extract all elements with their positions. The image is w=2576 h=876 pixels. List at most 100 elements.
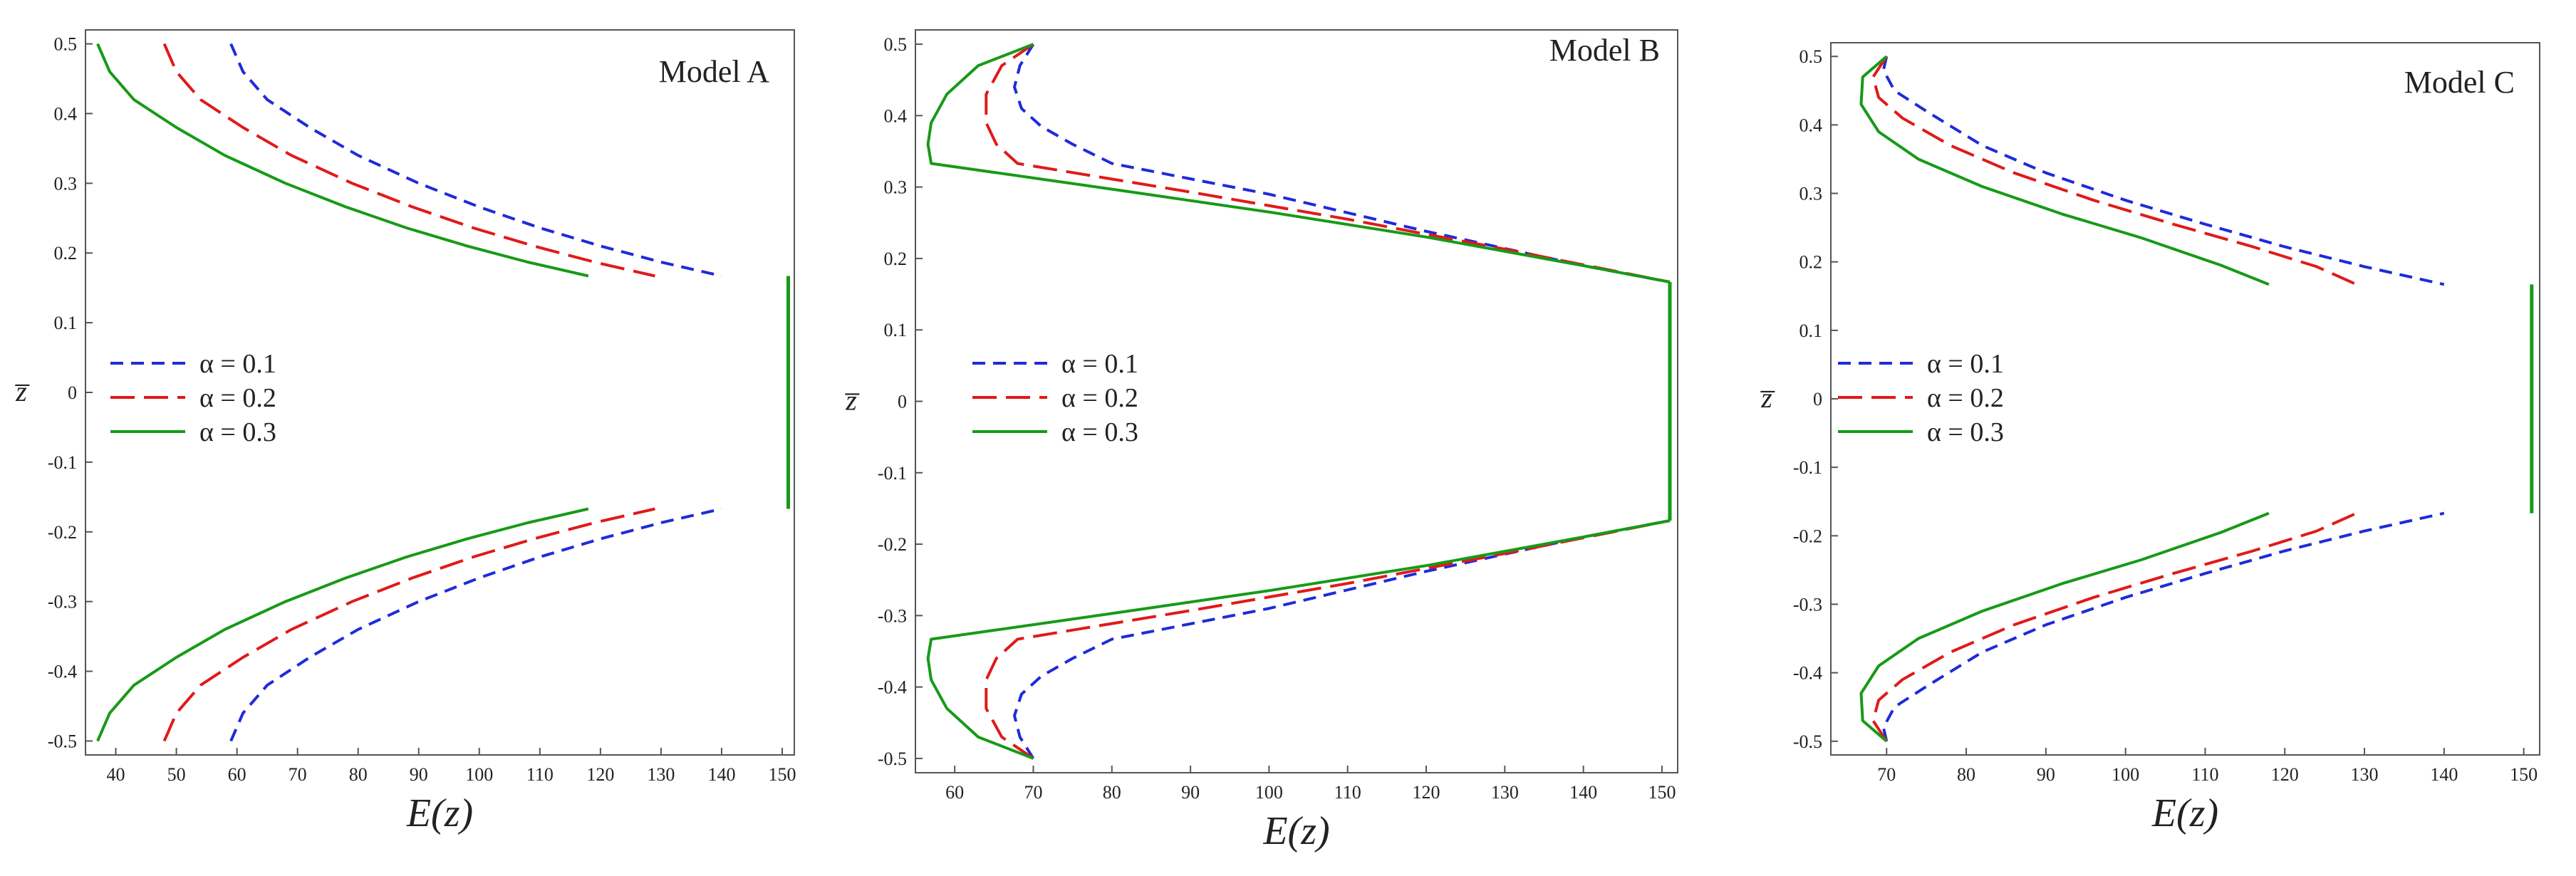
series-line-lower	[162, 507, 655, 742]
x-tick-label: 60	[228, 764, 246, 785]
x-tick-label: 70	[1877, 764, 1896, 785]
chart-title: Model C	[2404, 65, 2515, 100]
chart-panel-3: 70 80 90 100 110 120 130 140 150 -0.5 -0.4 -0.3 -0.2…	[1760, 42, 2540, 835]
y-tick-label: 0.4	[884, 105, 908, 126]
y-tick-label: -0.2	[1793, 526, 1822, 546]
y-tick-label: 0.4	[1799, 115, 1823, 135]
x-tick-label: 70	[289, 764, 307, 785]
x-tick-label: 110	[2191, 764, 2218, 785]
x-tick-label: 150	[768, 764, 796, 785]
y-tick-label: 0.3	[54, 173, 78, 194]
legend-label: α = 0.3	[1927, 417, 2004, 447]
x-tick-label: 100	[1255, 782, 1283, 803]
series-line-lower	[1881, 511, 2445, 742]
x-tick-label: 110	[1334, 782, 1361, 803]
x-tick-label: 60	[945, 782, 964, 803]
plot-frame	[85, 29, 795, 756]
legend-label: α = 0.2	[1927, 383, 2004, 413]
y-axis-label: z̅	[1760, 382, 1775, 414]
legend-label: α = 0.3	[199, 417, 276, 447]
chart-panel-1: 40 50 60 70 80 90 100 110 120 130 140 150 -0.5 -0.4 -0…	[14, 29, 796, 835]
x-tick-label: 80	[349, 764, 368, 785]
y-tick-label: 0	[1813, 389, 1822, 410]
y-tick-label: 0	[68, 382, 77, 403]
x-tick-label: 120	[586, 764, 614, 785]
legend-label: α = 0.2	[1061, 383, 1138, 413]
x-tick-label: 140	[2430, 764, 2458, 785]
chart-title: Model A	[659, 54, 769, 89]
x-axis-label: E(z)	[2151, 791, 2218, 835]
x-tick-label: 150	[2510, 764, 2538, 785]
legend-label: α = 0.3	[1061, 417, 1138, 447]
series-line-upper	[1859, 55, 2270, 286]
y-tick-label: 0	[898, 392, 907, 412]
chart-panel-2: 60 70 80 90 100 110 120 130 140 150 -0.5 -0.4 -0.3 -0…	[844, 29, 1678, 853]
x-tick-label: 50	[167, 764, 186, 785]
legend-label: α = 0.1	[1927, 349, 2004, 379]
series-line-lower	[96, 507, 589, 742]
x-tick-label: 70	[1024, 782, 1042, 803]
y-tick-label: -0.4	[878, 677, 907, 698]
y-axis-label: z̅	[14, 375, 30, 407]
x-tick-label: 130	[2351, 764, 2379, 785]
series-line-lower	[1013, 519, 1671, 759]
series-line-lower	[985, 519, 1671, 760]
x-axis-label: E(z)	[1262, 809, 1329, 853]
y-tick-label: 0.5	[54, 34, 78, 55]
chart-title: Model B	[1549, 33, 1660, 68]
y-tick-label: 0.4	[54, 103, 78, 124]
x-tick-label: 130	[647, 764, 675, 785]
x-tick-label: 120	[2271, 764, 2299, 785]
x-axis-label: E(z)	[406, 791, 473, 835]
y-tick-label: 0.2	[884, 249, 908, 269]
x-tick-label: 80	[1957, 764, 1975, 785]
y-tick-label: -0.5	[1793, 731, 1822, 752]
x-tick-label: 100	[465, 764, 493, 785]
y-tick-label: 0.2	[54, 243, 78, 264]
y-tick-label: 0.1	[54, 313, 78, 333]
series-line-upper	[96, 43, 589, 278]
y-tick-label: -0.5	[878, 749, 907, 769]
y-tick-label: -0.4	[1793, 663, 1822, 684]
legend-label: α = 0.1	[199, 349, 276, 379]
x-tick-label: 140	[707, 764, 735, 785]
legend-label: α = 0.1	[1061, 349, 1138, 379]
y-tick-label: -0.1	[878, 463, 907, 484]
y-tick-label: 0.1	[1799, 320, 1823, 341]
series-line-lower	[926, 519, 1671, 760]
series-line-lower	[1859, 511, 2270, 743]
series-line-lower	[1871, 511, 2357, 742]
y-tick-label: -0.4	[48, 662, 77, 682]
y-tick-label: 0.5	[884, 34, 908, 55]
x-tick-label: 90	[1181, 782, 1200, 803]
series-line-upper	[162, 43, 655, 278]
y-tick-label: 0.1	[884, 320, 908, 340]
y-tick-label: -0.3	[48, 592, 77, 612]
x-tick-label: 90	[410, 764, 428, 785]
y-tick-label: -0.3	[878, 605, 907, 626]
y-tick-label: -0.5	[48, 731, 77, 751]
y-tick-label: 0.3	[1799, 184, 1823, 204]
legend-label: α = 0.2	[199, 383, 276, 413]
x-tick-label: 110	[526, 764, 554, 785]
series-line-upper	[1871, 56, 2357, 286]
y-tick-label: -0.1	[1793, 457, 1822, 478]
series-line-upper	[1881, 56, 2445, 286]
x-tick-label: 90	[2037, 764, 2055, 785]
series-line-upper	[1013, 43, 1671, 283]
y-tick-label: 0.2	[1799, 252, 1823, 273]
x-tick-label: 40	[107, 764, 125, 785]
x-tick-label: 120	[1413, 782, 1440, 803]
x-tick-label: 130	[1491, 782, 1519, 803]
y-axis-label: z̅	[844, 385, 860, 417]
plot-frame	[915, 29, 1678, 773]
series-line-upper	[985, 43, 1671, 283]
y-tick-label: -0.1	[48, 452, 77, 473]
y-tick-label: -0.3	[1793, 594, 1822, 615]
y-tick-label: -0.2	[878, 534, 907, 555]
y-tick-label: -0.2	[48, 522, 77, 543]
x-tick-label: 150	[1648, 782, 1676, 803]
y-tick-label: 0.5	[1799, 46, 1823, 67]
x-tick-label: 140	[1569, 782, 1597, 803]
